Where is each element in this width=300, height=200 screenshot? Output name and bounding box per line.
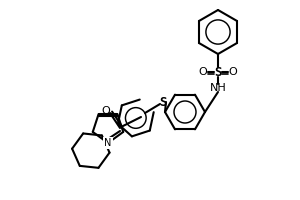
Text: S: S [159, 96, 167, 108]
Text: O: O [102, 106, 110, 116]
Text: N: N [104, 138, 112, 148]
Text: O: O [229, 67, 237, 77]
Text: S: S [214, 66, 222, 78]
Text: N: N [104, 138, 112, 148]
Text: NH: NH [210, 83, 226, 93]
Text: O: O [199, 67, 207, 77]
